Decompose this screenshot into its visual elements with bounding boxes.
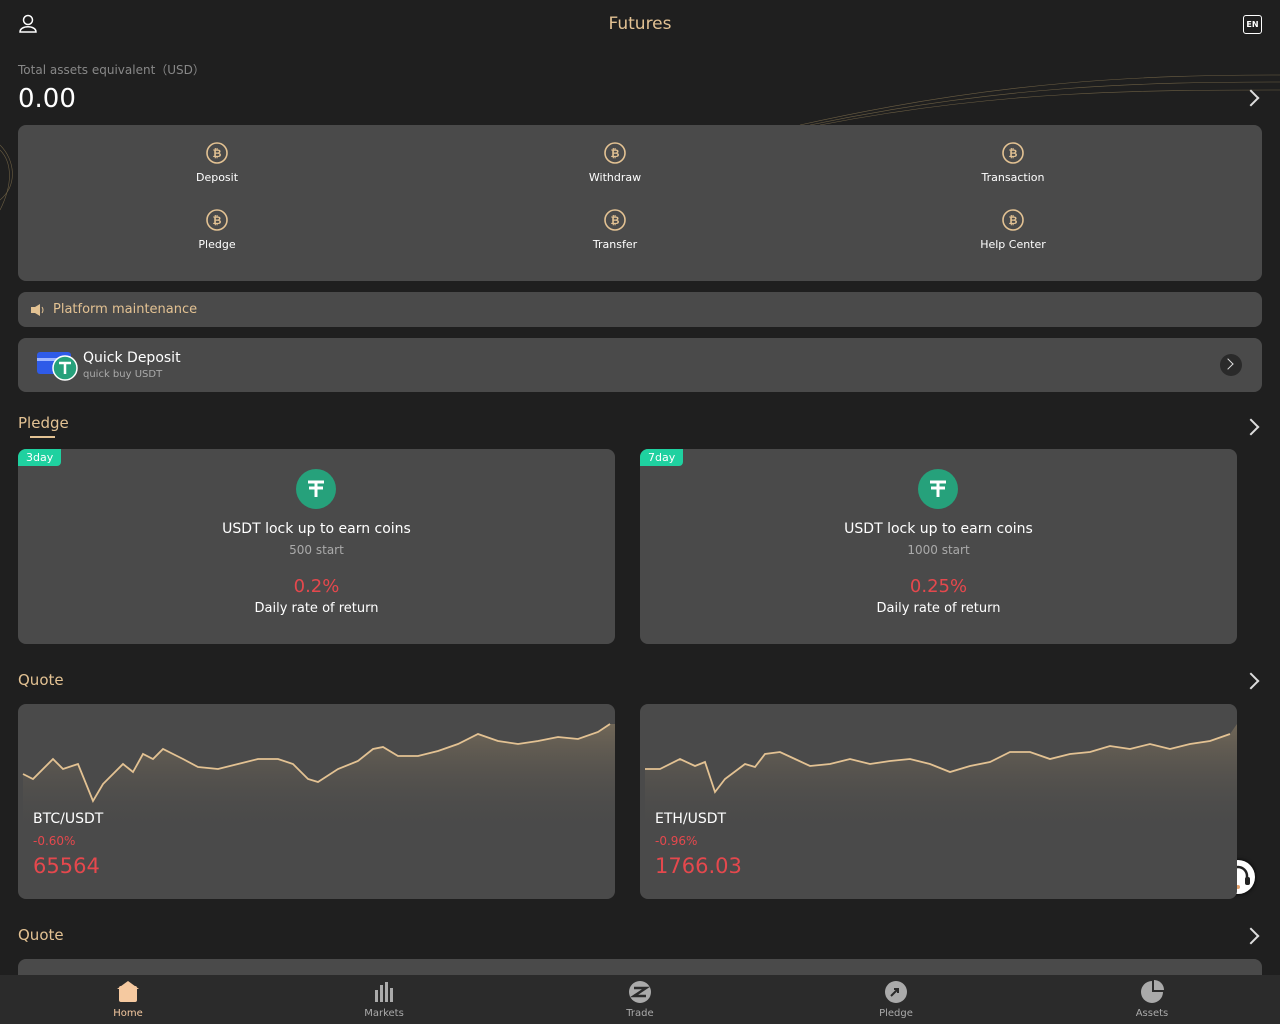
notice-bar: [18, 292, 1262, 327]
action-icon: ₿: [604, 209, 626, 231]
action-label: Help Center: [980, 238, 1046, 251]
quote-more[interactable]: [1242, 672, 1260, 690]
nav-icon: [885, 981, 907, 1003]
quote2-more[interactable]: [1242, 927, 1260, 945]
quote-change: -0.96%: [655, 834, 698, 848]
language-button[interactable]: EN: [1243, 15, 1262, 34]
action-item[interactable]: ₿ Withdraw: [555, 141, 675, 184]
pledge-tag: 7day: [640, 449, 684, 466]
notice-text: Platform maintenance: [53, 302, 198, 317]
pledge-minimum: 1000 start: [907, 543, 970, 557]
action-icon: ₿: [1002, 209, 1024, 231]
action-label: Transfer: [592, 238, 638, 251]
pledge-rate-label: Daily rate of return: [876, 601, 1001, 616]
nav-label: Pledge: [879, 1008, 913, 1019]
pledge-minimum: 500 start: [289, 543, 344, 557]
usdt-icon: [296, 469, 336, 509]
pledge-rate: 0.25%: [909, 576, 968, 597]
quote-card[interactable]: ETH/USDT -0.96% 1766.03: [640, 704, 1237, 899]
pledge-card[interactable]: 3day USDT lock up to earn coins 500 star…: [18, 449, 615, 644]
quick-deposit[interactable]: [18, 338, 1262, 392]
quote-price: 1766.03: [655, 854, 742, 878]
svg-text:₿: ₿: [1009, 214, 1018, 227]
action-icon: ₿: [604, 142, 626, 164]
pledge-rate-label: Daily rate of return: [254, 601, 379, 616]
action-icon: ₿: [1002, 142, 1024, 164]
sparkline: [645, 724, 1237, 834]
quote2-section-title: Quote: [18, 926, 64, 944]
action-item[interactable]: ₿ Transfer: [555, 208, 675, 251]
action-item[interactable]: ₿ Pledge: [157, 208, 277, 251]
assets-value: 0.00: [18, 84, 76, 114]
quote-pair: BTC/USDT: [33, 811, 104, 827]
action-label: Withdraw: [588, 171, 642, 184]
quote-change: -0.60%: [33, 834, 76, 848]
assets-label: Total assets equivalent（USD）: [18, 63, 205, 77]
quote-card[interactable]: BTC/USDT -0.60% 65564: [18, 704, 615, 899]
nav-item[interactable]: Markets: [324, 980, 444, 1019]
tab-underline: [30, 436, 55, 438]
nav-label: Home: [113, 1008, 143, 1019]
pledge-more[interactable]: [1242, 418, 1260, 436]
action-label: Deposit: [195, 171, 239, 184]
action-icon: ₿: [206, 142, 228, 164]
action-label: Pledge: [198, 238, 236, 251]
svg-text:₿: ₿: [611, 214, 620, 227]
pledge-title: USDT lock up to earn coins: [222, 521, 411, 537]
quote-section-title: Quote: [18, 671, 64, 689]
nav-item[interactable]: Assets: [1092, 980, 1212, 1019]
usdt-icon: [918, 469, 958, 509]
nav-item[interactable]: Trade: [580, 980, 700, 1019]
quick-deposit-title: Quick Deposit: [83, 350, 181, 366]
nav-item[interactable]: Home: [68, 980, 188, 1019]
background-waves: [0, 74, 1280, 211]
sparkline: [22, 723, 615, 834]
nav-item[interactable]: Pledge: [836, 980, 956, 1019]
action-icon: ₿: [206, 209, 228, 231]
header-title: Futures: [608, 14, 672, 34]
nav-label: Markets: [364, 1008, 404, 1019]
quick-deposit-arrow[interactable]: [1220, 354, 1242, 376]
quick-deposit-subtitle: quick buy USDT: [83, 369, 163, 380]
svg-text:₿: ₿: [213, 214, 222, 227]
quote-price: 65564: [33, 854, 100, 878]
svg-text:₿: ₿: [1009, 147, 1018, 160]
action-item[interactable]: ₿ Deposit: [157, 141, 277, 184]
pledge-tag: 3day: [18, 449, 62, 466]
nav-icon: [629, 981, 651, 1003]
speaker-icon: [31, 304, 44, 316]
quick-deposit-icon: [37, 352, 78, 381]
quote-pair: ETH/USDT: [655, 811, 727, 827]
user-icon[interactable]: [18, 14, 38, 34]
nav-label: Trade: [626, 1008, 654, 1019]
pledge-card[interactable]: 7day USDT lock up to earn coins 1000 sta…: [640, 449, 1237, 644]
nav-icon: [1141, 980, 1164, 1003]
actions-panel: [18, 125, 1262, 281]
svg-text:₿: ₿: [213, 147, 222, 160]
action-item[interactable]: ₿ Help Center: [953, 208, 1073, 251]
pledge-rate: 0.2%: [293, 576, 340, 597]
svg-text:₿: ₿: [611, 147, 620, 160]
action-item[interactable]: ₿ Transaction: [953, 141, 1073, 184]
nav-icon: [117, 981, 139, 1002]
nav-icon: [375, 982, 393, 1002]
pledge-section-title: Pledge: [18, 414, 69, 432]
pledge-title: USDT lock up to earn coins: [844, 521, 1033, 537]
nav-label: Assets: [1135, 1008, 1169, 1019]
action-label: Transaction: [981, 171, 1045, 184]
